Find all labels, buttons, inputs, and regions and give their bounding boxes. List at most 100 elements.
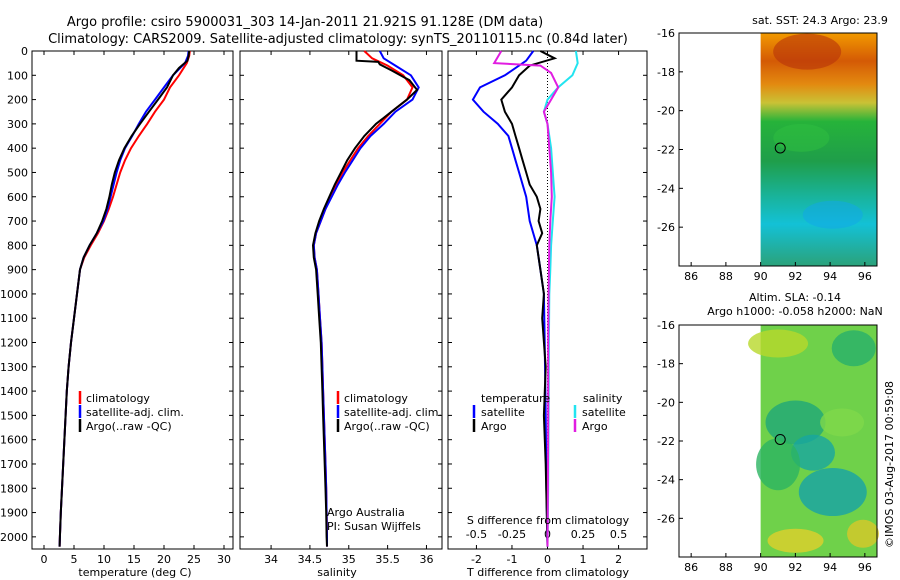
temperature-xlabel: temperature (deg C) bbox=[78, 566, 191, 579]
temperature-panel: 0100200300400500600700800900100011001200… bbox=[0, 45, 234, 566]
sst-map-title: sat. SST: 24.3 Argo: 23.9 bbox=[752, 14, 888, 27]
y-tick-label: -24 bbox=[657, 182, 675, 195]
x-tick-label: 35 bbox=[342, 553, 356, 566]
x-tick-label: 0 bbox=[544, 553, 551, 566]
x-tick-label: 0 bbox=[41, 553, 48, 566]
series-line-argo-raw-qc- bbox=[58, 50, 191, 547]
legend-label-temp-satellite: satellite bbox=[481, 406, 525, 419]
y-tick-label: 0 bbox=[21, 45, 28, 58]
salinity-panel: 34 34.5 35 35.5 36 bbox=[239, 50, 443, 566]
y-tick-label: -24 bbox=[657, 474, 675, 487]
sla-anomaly-blob bbox=[847, 519, 880, 548]
x-tick-label: 25 bbox=[187, 553, 201, 566]
legend-label-argo: Argo(..raw -QC) bbox=[344, 420, 430, 433]
figure-title-line1: Argo profile: csiro 5900031_303 14-Jan-2… bbox=[67, 15, 543, 30]
x-tick-label: 10 bbox=[97, 553, 111, 566]
sla-map-subtitle: Argo h1000: -0.058 h2000: NaN bbox=[707, 305, 883, 318]
difference-legend: temperature satellite Argo salinity sate… bbox=[472, 392, 626, 433]
legend-label-climatology: climatology bbox=[344, 392, 408, 405]
y-tick-label: 500 bbox=[7, 166, 28, 179]
y-tick-label: 1200 bbox=[0, 337, 28, 350]
salinity-legend: climatology satellite-adj. clim. Argo(..… bbox=[336, 391, 442, 433]
series-line-salinity-Argo bbox=[492, 50, 560, 547]
x-tick-label: 20 bbox=[157, 553, 171, 566]
x-tick-label: 86 bbox=[684, 270, 698, 283]
legend-label-temp-argo: Argo bbox=[481, 420, 507, 433]
sla-anomaly-blob bbox=[765, 400, 826, 445]
y-tick-label: 1400 bbox=[0, 385, 28, 398]
y-tick-label: 1000 bbox=[0, 288, 28, 301]
y-tick-label: 1800 bbox=[0, 482, 28, 495]
x-tick-label: 92 bbox=[788, 561, 802, 574]
x-tick-label: 88 bbox=[719, 270, 733, 283]
x-tick-label: 90 bbox=[754, 561, 768, 574]
x-tick-label: 94 bbox=[823, 561, 837, 574]
y-tick-label: 300 bbox=[7, 118, 28, 131]
y-tick-label: -18 bbox=[657, 66, 675, 79]
y-tick-label: -16 bbox=[657, 319, 675, 332]
series-line-argo-raw-qc- bbox=[311, 51, 419, 547]
y-tick-label: 800 bbox=[7, 239, 28, 252]
sst-mid-patch bbox=[773, 123, 830, 152]
top-tick-label: 0.25 bbox=[571, 528, 596, 541]
y-tick-label: 400 bbox=[7, 142, 28, 155]
y-tick-label: 600 bbox=[7, 191, 28, 204]
y-tick-label: 100 bbox=[7, 69, 28, 82]
top-tick-label: -0.25 bbox=[498, 528, 526, 541]
y-tick-label: 1100 bbox=[0, 312, 28, 325]
sst-map-panel: -16 -18 -20 -22 -24 -26 86 88 90 92 94 96 bbox=[657, 27, 878, 283]
x-tick-label: 35.5 bbox=[375, 553, 400, 566]
legend-title-temperature: temperature bbox=[481, 392, 550, 405]
y-tick-label: 2000 bbox=[0, 531, 28, 544]
top-tick-label: 0.5 bbox=[610, 528, 628, 541]
x-tick-label: 96 bbox=[858, 270, 872, 283]
legend-label-satellite: satellite-adj. clim. bbox=[86, 406, 184, 419]
salinity-annotation: Argo Australia PI: Susan Wijffels bbox=[327, 506, 421, 533]
temperature-legend: climatology satellite-adj. clim. Argo(..… bbox=[78, 391, 184, 433]
x-tick-label: 90 bbox=[754, 270, 768, 283]
y-tick-label: -26 bbox=[657, 512, 675, 525]
top-tick-label: -0.5 bbox=[466, 528, 487, 541]
y-tick-label: 700 bbox=[7, 215, 28, 228]
sla-anomaly-blob bbox=[820, 408, 865, 437]
sla-map-title: Altim. SLA: -0.14 bbox=[749, 291, 841, 304]
legend-label-sal-argo: Argo bbox=[582, 420, 608, 433]
sst-warm-patch bbox=[773, 33, 842, 70]
salinity-xlabel: salinity bbox=[317, 566, 357, 579]
x-tick-label: 34 bbox=[264, 553, 278, 566]
y-tick-label: -22 bbox=[657, 435, 675, 448]
x-tick-label: 1 bbox=[580, 553, 587, 566]
difference-xlabel-bottom: T difference from climatology bbox=[466, 566, 629, 579]
x-tick-label: -2 bbox=[471, 553, 482, 566]
sla-anomaly-blob bbox=[798, 468, 867, 517]
y-tick-label: 1500 bbox=[0, 409, 28, 422]
legend-label-argo: Argo(..raw -QC) bbox=[86, 420, 172, 433]
x-tick-label: 36 bbox=[419, 553, 433, 566]
float-position-marker bbox=[774, 142, 786, 154]
legend-label-climatology: climatology bbox=[86, 392, 150, 405]
series-line-temperature-satellite bbox=[471, 50, 549, 547]
x-tick-label: 5 bbox=[71, 553, 78, 566]
y-tick-label: 1700 bbox=[0, 458, 28, 471]
sla-anomaly-blob bbox=[756, 438, 801, 491]
sla-map-panel: -16 -18 -20 -22 -24 -26 86 88 90 92 94 96 bbox=[657, 319, 880, 574]
x-tick-label: 92 bbox=[788, 270, 802, 283]
sla-anomaly-blob bbox=[790, 434, 835, 471]
annotation-pi: PI: Susan Wijffels bbox=[327, 520, 421, 533]
y-tick-label: 900 bbox=[7, 264, 28, 277]
sla-anomaly-blob bbox=[767, 528, 824, 553]
legend-title-salinity: salinity bbox=[583, 392, 623, 405]
plot-frame bbox=[239, 50, 443, 550]
legend-label-satellite: satellite-adj. clim. bbox=[344, 406, 442, 419]
x-tick-label: -1 bbox=[506, 553, 517, 566]
y-tick-label: 1600 bbox=[0, 434, 28, 447]
sst-cool-patch bbox=[802, 200, 863, 229]
y-tick-label: 1900 bbox=[0, 507, 28, 520]
float-position-marker bbox=[774, 433, 786, 445]
credit-timestamp: ©IMOS 03-Aug-2017 00:59:08 bbox=[883, 381, 896, 548]
y-tick-label: 1300 bbox=[0, 361, 28, 374]
sla-anomaly-blob bbox=[831, 330, 876, 367]
